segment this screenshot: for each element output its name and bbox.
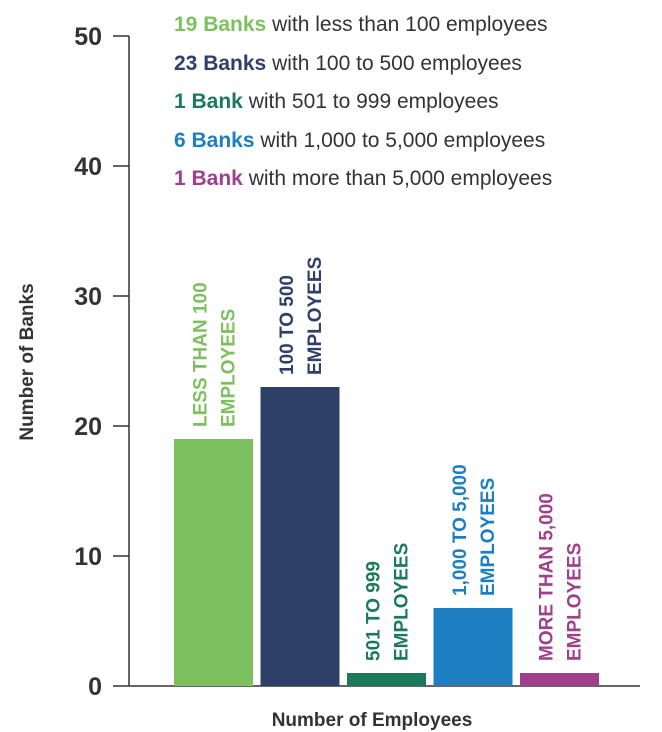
y-tick-label: 30 (74, 283, 102, 311)
legend-item-1: 23 Banks with 100 to 500 employees (174, 45, 552, 84)
legend-item-2: 1 Bank with 501 to 999 employees (174, 83, 552, 122)
bar-category-label-line: EMPLOYEES (305, 257, 326, 375)
bar (520, 673, 599, 686)
y-tick-label: 20 (74, 413, 102, 441)
bar-category-label-line: LESS THAN 100 (191, 282, 212, 427)
legend-text: with less than 100 employees (266, 13, 548, 36)
bar-category-label: LESS THAN 100 EMPLOYEES (191, 282, 240, 427)
legend-item-3: 6 Banks with 1,000 to 5,000 employees (174, 122, 552, 161)
y-axis-label: Number of Banks (17, 283, 38, 440)
y-tick-label: 50 (74, 23, 102, 51)
bar-category-label-line: 1,000 TO 5,000 (450, 464, 471, 596)
y-tick-label: 0 (88, 673, 102, 701)
x-axis-label: Number of Employees (272, 710, 473, 731)
legend-text: with 1,000 to 5,000 employees (254, 128, 546, 152)
bar-category-label-line: 501 TO 999 (364, 561, 385, 661)
bar-category-label-line: 100 TO 500 (277, 275, 298, 375)
legend-count: 19 Banks (174, 13, 267, 36)
legend-text: with 100 to 500 employees (266, 51, 522, 75)
bar-category-label: 1,000 TO 5,000 EMPLOYEES (450, 464, 499, 596)
legend-count: 23 Banks (174, 51, 267, 75)
legend-count: 1 Bank (174, 90, 243, 113)
bar-category-label-line: EMPLOYEES (392, 543, 413, 661)
bar (174, 439, 253, 686)
legend-text: with 501 to 999 employees (242, 90, 499, 113)
legend-count: 1 Bank (174, 167, 243, 190)
legend-text: with more than 5,000 employees (242, 167, 553, 190)
y-tick-label: 10 (74, 543, 102, 571)
bar-category-label: MORE THAN 5,000 EMPLOYEES (537, 493, 586, 661)
bar-category-label: 501 TO 999 EMPLOYEES (364, 543, 413, 661)
y-tick-label: 40 (74, 153, 102, 181)
bar-category-label-line: EMPLOYEES (219, 309, 240, 427)
legend-count: 6 Banks (174, 128, 255, 152)
legend-item-0: 19 Banks with less than 100 employees (174, 6, 552, 45)
legend: 19 Banks with less than 100 employees 23… (174, 6, 552, 199)
bar-category-label: 100 TO 500 EMPLOYEES (277, 257, 326, 375)
bar (260, 387, 340, 686)
bar (347, 673, 426, 686)
bar (433, 608, 513, 686)
bar-category-label-line: EMPLOYEES (565, 543, 586, 661)
bar-category-label-line: EMPLOYEES (478, 478, 499, 596)
bar-category-label-line: MORE THAN 5,000 (537, 493, 558, 661)
legend-item-4: 1 Bank with more than 5,000 employees (174, 160, 552, 199)
